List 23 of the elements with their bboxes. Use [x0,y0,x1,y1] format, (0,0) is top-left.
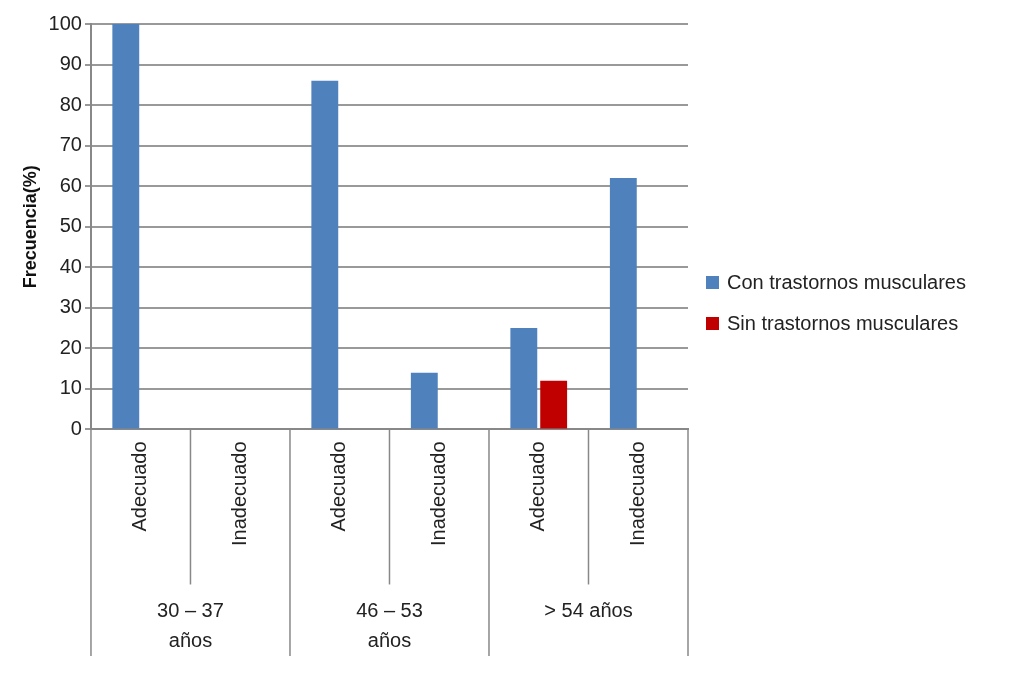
legend-label: Sin trastornos musculares [727,312,959,335]
y-tick-label: 50 [59,214,82,237]
text: > 54 años [544,598,633,621]
text: 30 – 37 años [157,598,224,651]
y-tick-label: 0 [70,416,82,439]
y-tick-label: 100 [48,11,82,34]
y-tick-label: 60 [59,173,82,196]
y-tick-label: 40 [59,254,82,277]
x-tick-label: Adecuado [526,441,549,532]
x-tick-label: Inadecuado [426,441,449,547]
y-tick-label: 20 [59,335,82,358]
y-tick-label: 10 [59,376,82,399]
y-axis-title: Frecuencia(%) [19,165,40,289]
x-tick-label: Adecuado [128,441,151,532]
y-tick-label: 30 [59,295,82,318]
legend-label: Con trastornos musculares [727,271,966,294]
y-tick-label: 70 [59,133,82,156]
y-tick-label: 90 [59,52,82,75]
y-tick-label: 80 [59,92,82,115]
x-tick-label: Inadecuado [625,441,648,547]
text: 46 – 53 años [356,598,423,651]
x-tick-label: Adecuado [327,441,350,532]
x-tick-label: Inadecuado [227,441,250,547]
